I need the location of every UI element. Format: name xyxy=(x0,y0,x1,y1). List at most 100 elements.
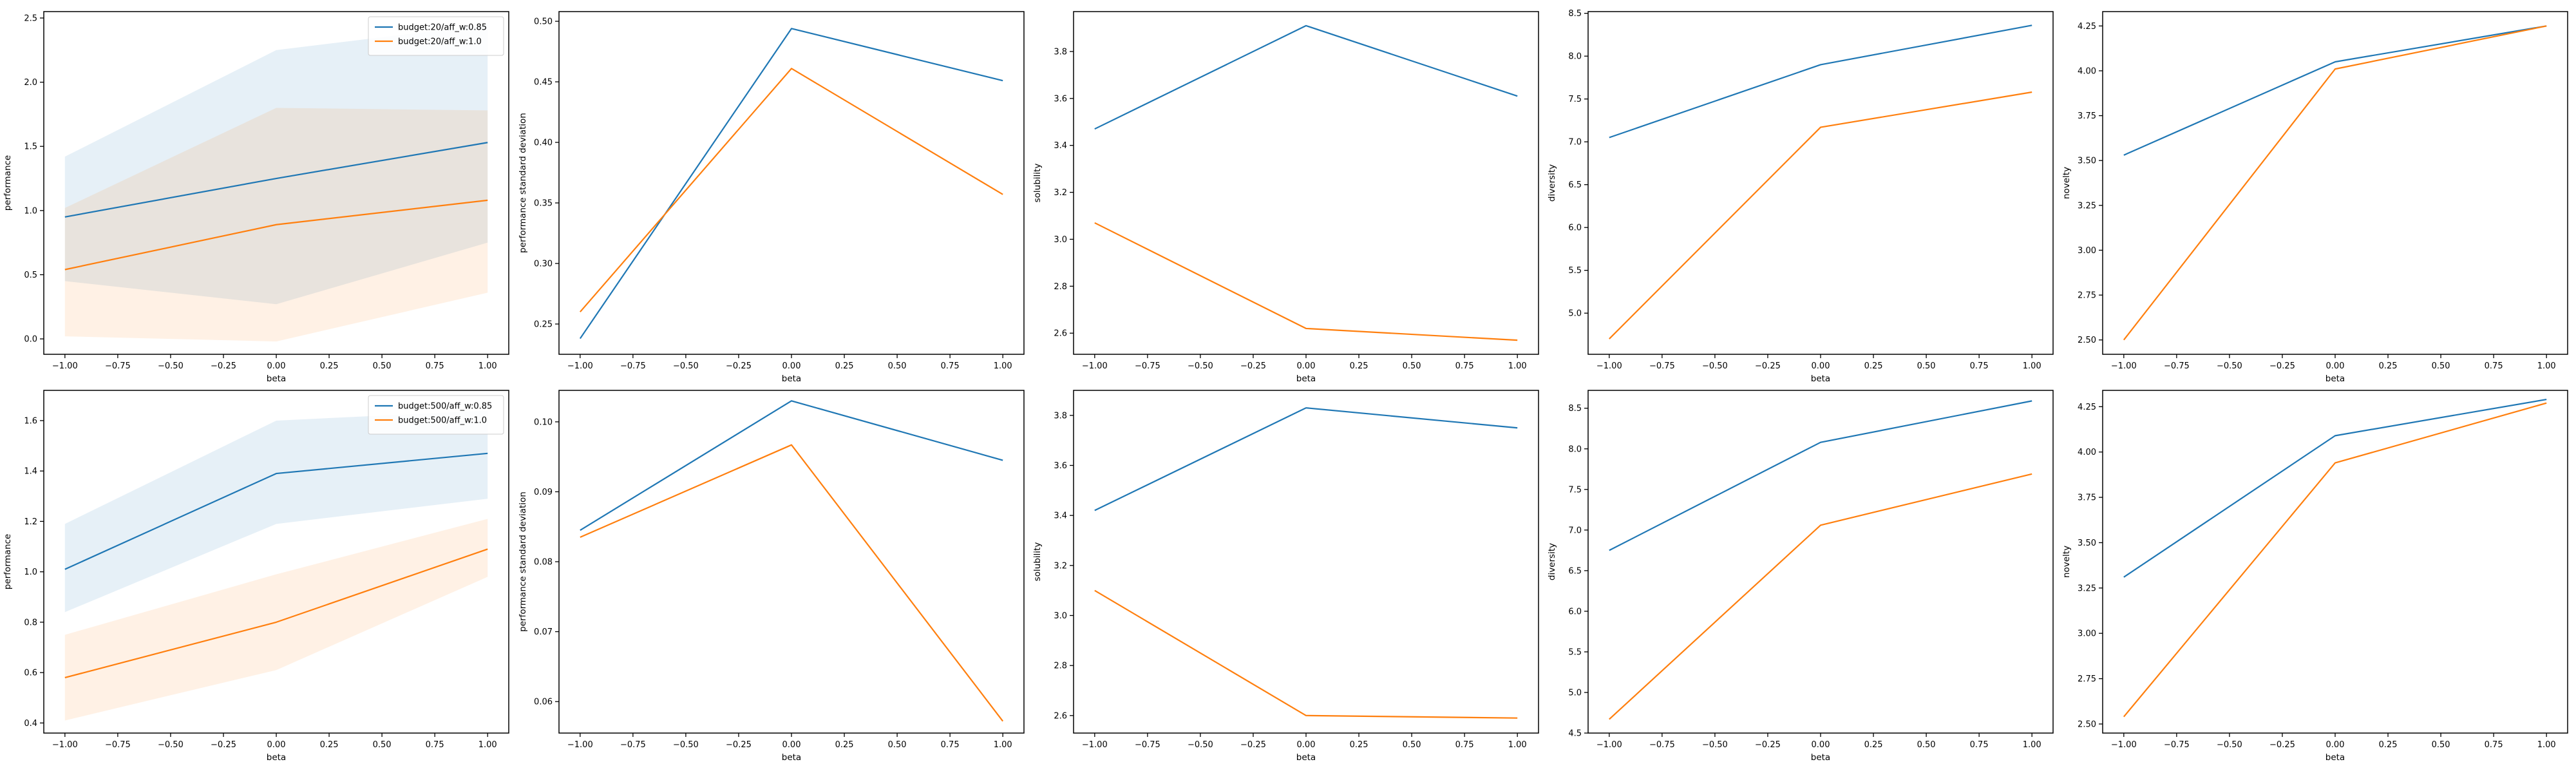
plot-frame xyxy=(558,390,1025,734)
y-tick: 6.5 xyxy=(1568,180,1588,190)
y-tick: 6.0 xyxy=(1568,224,1588,233)
x-tick-label: 0.00 xyxy=(267,361,286,371)
x-tick-label: −0.25 xyxy=(2269,361,2295,371)
x-tick: 0.75 xyxy=(941,354,960,371)
y-tick-label: 7.0 xyxy=(1568,138,1582,148)
x-tick: 0.50 xyxy=(373,354,392,371)
x-tick: 0.00 xyxy=(782,733,800,750)
x-tick-label: 1.00 xyxy=(1508,361,1527,371)
y-tick-label: 1.0 xyxy=(24,206,37,216)
x-tick: 0.50 xyxy=(1917,733,1936,750)
x-tick-label: −1.00 xyxy=(567,740,593,750)
subplot-7: −1.00 −0.75 −0.50 −0.25 0.00 0.25 0.50 0.75 1.00… xyxy=(518,390,1025,763)
x-tick: 0.25 xyxy=(2379,354,2398,371)
y-tick-label: 3.8 xyxy=(1054,411,1067,421)
x-tick: 0.50 xyxy=(2432,354,2450,371)
y-tick-label: 2.5 xyxy=(24,14,37,23)
x-tick-label: 1.00 xyxy=(994,740,1012,750)
x-tick-label: −0.50 xyxy=(158,361,184,371)
legend-label-2: budget:20/aff_w:1.0 xyxy=(398,37,482,47)
y-tick-label: 3.6 xyxy=(1054,94,1067,104)
series-line-2 xyxy=(579,68,1003,312)
x-tick: −1.00 xyxy=(52,354,78,371)
x-tick: −1.00 xyxy=(2111,354,2137,371)
y-tick-label: 4.00 xyxy=(2078,66,2096,76)
y-tick: 7.0 xyxy=(1568,526,1588,535)
y-tick: 2.75 xyxy=(2078,291,2103,301)
x-tick: 0.75 xyxy=(2485,733,2503,750)
x-tick-label: 1.00 xyxy=(1508,740,1527,750)
subplot-6: −1.00 −0.75 −0.50 −0.25 0.00 0.25 0.50 0.75 1.00… xyxy=(3,390,509,763)
x-tick-label: 0.25 xyxy=(2379,361,2398,371)
y-axis-label: solubility xyxy=(1032,164,1043,203)
y-axis-label: diversity xyxy=(1547,543,1557,580)
x-tick-label: −0.25 xyxy=(726,740,752,750)
y-tick: 0.50 xyxy=(534,17,559,27)
x-tick: −0.75 xyxy=(1135,733,1160,750)
x-tick-label: 0.50 xyxy=(1917,361,1936,371)
y-tick: 3.2 xyxy=(1054,188,1074,198)
x-tick-label: −0.75 xyxy=(1649,361,1675,371)
y-axis-label: novelty xyxy=(2061,546,2072,578)
y-tick: 3.50 xyxy=(2078,539,2103,548)
x-tick-label: 0.75 xyxy=(1970,740,1989,750)
x-axis-label: beta xyxy=(2325,374,2345,384)
x-tick: 0.50 xyxy=(888,354,907,371)
y-tick: 0.25 xyxy=(534,320,559,330)
y-tick-label: 3.0 xyxy=(1054,611,1067,621)
confidence-band-2 xyxy=(64,519,488,721)
x-tick-label: −0.50 xyxy=(673,740,699,750)
x-tick: 0.50 xyxy=(1917,354,1936,371)
y-tick: 0.09 xyxy=(534,488,559,497)
x-tick-label: −0.50 xyxy=(673,361,699,371)
y-tick-label: 3.50 xyxy=(2078,157,2096,166)
x-tick: 0.75 xyxy=(1970,354,1989,371)
x-tick-label: 0.00 xyxy=(2326,361,2345,371)
y-tick: 3.2 xyxy=(1054,561,1074,571)
confidence-band-1 xyxy=(64,24,488,305)
y-tick-label: 5.5 xyxy=(1568,647,1582,657)
x-tick-label: 1.00 xyxy=(478,361,497,371)
x-tick-label: −0.50 xyxy=(2217,361,2242,371)
x-axis-label: beta xyxy=(1296,752,1316,763)
y-tick-label: 2.50 xyxy=(2078,336,2096,345)
x-tick-label: −0.75 xyxy=(1649,740,1675,750)
x-tick-label: 0.25 xyxy=(1864,361,1883,371)
x-tick-label: −0.25 xyxy=(211,740,236,750)
y-tick-label: 0.50 xyxy=(534,17,553,27)
x-tick-label: 0.75 xyxy=(2485,740,2503,750)
y-tick-label: 3.50 xyxy=(2078,539,2096,548)
y-tick-label: 8.0 xyxy=(1568,444,1582,454)
x-tick: −0.75 xyxy=(1649,733,1675,750)
x-tick-label: −0.75 xyxy=(2164,740,2190,750)
y-tick-label: 8.0 xyxy=(1568,52,1582,62)
x-tick: 0.00 xyxy=(267,354,286,371)
x-tick-label: −1.00 xyxy=(52,740,78,750)
y-tick: 7.5 xyxy=(1568,95,1588,104)
x-tick: 0.00 xyxy=(782,354,800,371)
x-tick: −0.25 xyxy=(1240,354,1266,371)
x-tick-label: −0.25 xyxy=(211,361,236,371)
y-tick: 3.4 xyxy=(1054,141,1074,151)
x-tick-label: 0.75 xyxy=(426,740,444,750)
x-tick-label: −0.25 xyxy=(1240,361,1266,371)
x-tick-label: −0.50 xyxy=(1702,740,1728,750)
y-tick-label: 0.30 xyxy=(534,260,553,269)
y-tick: 2.5 xyxy=(24,14,44,23)
y-tick: 0.4 xyxy=(24,719,44,729)
series-line-2 xyxy=(1094,222,1518,341)
y-tick-label: 3.25 xyxy=(2078,584,2096,593)
y-tick-label: 4.25 xyxy=(2078,403,2096,412)
x-tick: 1.00 xyxy=(478,354,497,371)
x-tick: 1.00 xyxy=(2023,733,2041,750)
y-tick-label: 3.4 xyxy=(1054,511,1067,521)
x-tick: −0.75 xyxy=(2164,733,2190,750)
y-tick: 3.25 xyxy=(2078,201,2103,211)
x-tick: −1.00 xyxy=(1596,733,1622,750)
x-tick: 0.75 xyxy=(426,354,444,371)
series-line-1 xyxy=(1094,407,1518,511)
y-tick-label: 2.6 xyxy=(1054,711,1067,721)
y-tick: 0.6 xyxy=(24,669,44,678)
series-line-2 xyxy=(1094,589,1518,719)
y-tick: 4.25 xyxy=(2078,22,2103,32)
